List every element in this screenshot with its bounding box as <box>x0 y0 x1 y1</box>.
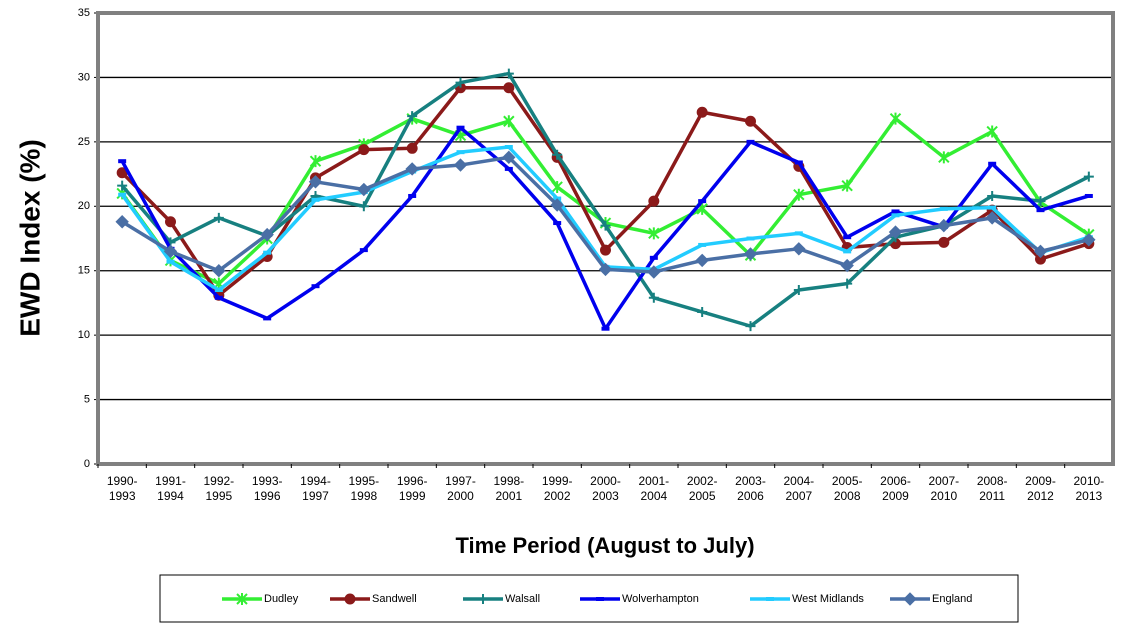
x-tick-label: 2005-2008 <box>832 474 863 503</box>
marker <box>1082 233 1096 247</box>
legend-marker <box>344 593 356 605</box>
y-tick-label: 15 <box>78 265 90 277</box>
marker <box>502 150 516 165</box>
x-tick-label: 1999-2002 <box>542 474 573 503</box>
x-tick-label: 1992-1995 <box>203 474 234 503</box>
x-tick-label: 2003-2006 <box>735 474 766 503</box>
marker <box>745 115 756 127</box>
marker <box>1083 171 1094 182</box>
series-line <box>120 71 1090 328</box>
marker <box>842 278 853 289</box>
x-tick-label: 1991-1994 <box>155 474 186 503</box>
marker <box>260 227 274 242</box>
marker <box>551 180 563 193</box>
x-tick-label: 2001-2004 <box>638 474 669 503</box>
marker <box>600 244 611 256</box>
marker <box>453 158 468 172</box>
legend-marker <box>903 592 917 606</box>
y-tick-label: 30 <box>78 71 90 83</box>
x-tick-label: 2009-2012 <box>1025 474 1056 503</box>
x-tick-label: 1997-2000 <box>445 474 476 503</box>
marker <box>987 190 998 201</box>
marker <box>358 144 370 156</box>
marker <box>405 162 419 176</box>
marker <box>550 198 564 212</box>
y-tick-label: 20 <box>78 200 90 212</box>
marker <box>841 179 853 192</box>
marker <box>115 215 129 229</box>
y-tick-label: 5 <box>84 393 90 405</box>
marker <box>600 220 611 231</box>
marker <box>358 201 369 212</box>
marker <box>357 182 371 197</box>
y-tick-label: 10 <box>78 329 90 341</box>
x-tick-label: 1998-2001 <box>493 474 524 503</box>
legend-label: England <box>932 593 972 605</box>
marker <box>407 111 418 122</box>
marker <box>793 285 804 296</box>
legend-marker <box>478 594 488 604</box>
x-axis-title: Time Period (August to July) <box>455 533 754 558</box>
legend-label: Wolverhampton <box>622 593 699 605</box>
marker <box>309 155 322 168</box>
marker <box>503 68 514 79</box>
marker <box>598 262 613 277</box>
legend-label: Sandwell <box>372 593 417 605</box>
marker <box>213 212 224 223</box>
x-tick-label: 1996-1999 <box>397 474 428 503</box>
marker <box>648 195 660 207</box>
marker <box>1033 244 1048 259</box>
marker <box>117 180 128 191</box>
y-axis-title: EWD Index (%) <box>14 139 45 337</box>
x-tick-label: 2010-2013 <box>1073 474 1104 503</box>
x-tick-label: 2002-2005 <box>687 474 718 503</box>
marker <box>406 142 418 154</box>
marker <box>745 321 756 332</box>
marker <box>163 244 178 259</box>
marker <box>308 175 323 189</box>
marker <box>1035 196 1046 207</box>
marker <box>503 115 515 128</box>
marker <box>985 211 999 225</box>
legend-label: Walsall <box>505 593 540 605</box>
y-tick-label: 35 <box>78 7 90 19</box>
marker <box>165 216 176 228</box>
y-tick-label: 0 <box>84 458 90 470</box>
marker <box>793 188 805 201</box>
marker <box>986 125 998 138</box>
marker <box>648 227 660 240</box>
plot-border <box>96 11 1115 466</box>
legend-label: Dudley <box>264 593 299 605</box>
marker <box>889 112 902 125</box>
marker <box>695 253 709 268</box>
marker <box>697 306 708 317</box>
x-tick-label: 2006-2009 <box>880 474 911 503</box>
marker <box>212 264 226 278</box>
marker <box>840 258 854 273</box>
x-tick-label: 2004-2007 <box>783 474 814 503</box>
marker <box>503 82 515 94</box>
marker <box>647 265 661 279</box>
marker <box>938 151 950 164</box>
x-tick-label: 2008-2011 <box>977 474 1008 503</box>
x-tick-label: 1990-1993 <box>107 474 138 503</box>
marker <box>455 77 466 88</box>
legend-marker <box>236 593 248 605</box>
marker <box>888 225 903 239</box>
marker <box>552 149 563 160</box>
marker <box>696 106 708 118</box>
x-tick-label: 2007-2010 <box>928 474 959 503</box>
y-tick-label: 25 <box>78 136 90 148</box>
x-tick-label: 1993-1996 <box>252 474 283 503</box>
marker <box>648 292 659 303</box>
marker <box>792 242 806 256</box>
x-tick-label: 1994-1997 <box>300 474 331 503</box>
x-tick-label: 1995-1998 <box>348 474 379 503</box>
marker <box>743 247 758 261</box>
legend-label: West Midlands <box>792 593 864 605</box>
marker <box>938 236 950 248</box>
marker <box>937 218 951 233</box>
x-tick-label: 2000-2003 <box>590 474 621 503</box>
